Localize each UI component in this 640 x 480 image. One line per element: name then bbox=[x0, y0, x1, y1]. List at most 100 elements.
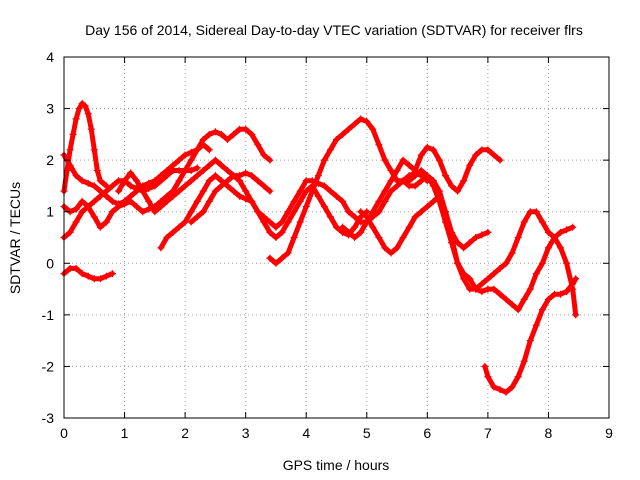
data-point bbox=[423, 172, 431, 180]
plot-frame bbox=[63, 56, 610, 419]
x-tick-label: 1 bbox=[121, 425, 129, 441]
data-point bbox=[90, 213, 98, 221]
x-tick-label: 5 bbox=[363, 425, 371, 441]
series-arc13 bbox=[481, 275, 580, 396]
data-point bbox=[490, 151, 498, 159]
data-point bbox=[145, 185, 153, 193]
data-point bbox=[345, 228, 353, 236]
data-point bbox=[472, 151, 480, 159]
data-point bbox=[211, 172, 219, 180]
data-point bbox=[357, 228, 365, 236]
data-point bbox=[381, 197, 389, 205]
data-point bbox=[544, 244, 552, 252]
data-point bbox=[121, 177, 129, 185]
data-point bbox=[108, 270, 116, 278]
data-point bbox=[199, 166, 207, 174]
data-point bbox=[484, 275, 492, 283]
data-point bbox=[181, 182, 189, 190]
data-point bbox=[405, 161, 413, 169]
data-point bbox=[66, 146, 74, 154]
data-point bbox=[572, 275, 580, 283]
data-point bbox=[339, 130, 347, 138]
data-point bbox=[417, 177, 425, 185]
data-point bbox=[266, 254, 274, 262]
x-tick-label: 2 bbox=[181, 425, 189, 441]
y-tick-label: 1 bbox=[46, 204, 54, 220]
data-point bbox=[326, 187, 334, 195]
data-point bbox=[478, 280, 486, 288]
data-point bbox=[181, 166, 189, 174]
data-point bbox=[127, 182, 135, 190]
series-layer bbox=[60, 99, 580, 396]
data-point bbox=[526, 285, 534, 293]
data-point bbox=[490, 270, 498, 278]
data-point bbox=[290, 197, 298, 205]
ticks: 0 1 2 3 4 5 6 7 8 9 -3 -2 -1 0 1 2 3 4 bbox=[42, 49, 614, 441]
series-arc12 bbox=[405, 166, 577, 314]
data-point bbox=[72, 205, 80, 213]
data-point bbox=[254, 208, 262, 216]
data-point bbox=[429, 146, 437, 154]
data-point bbox=[393, 244, 401, 252]
data-point bbox=[181, 151, 189, 159]
data-point bbox=[96, 223, 104, 231]
data-point bbox=[363, 213, 371, 221]
data-point bbox=[108, 197, 116, 205]
data-point bbox=[478, 146, 486, 154]
data-point bbox=[278, 218, 286, 226]
data-point bbox=[193, 197, 201, 205]
data-point bbox=[72, 115, 80, 123]
data-point bbox=[211, 128, 219, 136]
data-point bbox=[351, 234, 359, 241]
y-tick-label: -2 bbox=[42, 358, 55, 374]
data-point bbox=[151, 208, 159, 216]
data-point bbox=[87, 125, 95, 133]
data-point bbox=[387, 166, 395, 174]
data-point bbox=[569, 280, 577, 288]
data-point bbox=[520, 357, 528, 365]
data-point bbox=[236, 177, 244, 185]
data-point bbox=[411, 213, 419, 221]
data-point bbox=[139, 208, 147, 216]
data-point bbox=[127, 169, 135, 177]
data-point bbox=[351, 213, 359, 221]
data-point bbox=[496, 290, 504, 298]
data-point bbox=[205, 197, 213, 205]
y-tick-label: 0 bbox=[46, 255, 54, 271]
data-point bbox=[175, 223, 183, 231]
data-point bbox=[551, 290, 558, 298]
data-point bbox=[157, 244, 165, 252]
data-point bbox=[266, 218, 274, 226]
data-point bbox=[115, 187, 122, 195]
data-point bbox=[260, 213, 268, 221]
data-point bbox=[242, 169, 250, 177]
data-point bbox=[145, 197, 153, 205]
data-point bbox=[496, 264, 504, 272]
data-point bbox=[254, 177, 262, 185]
data-point bbox=[448, 239, 456, 247]
data-point bbox=[278, 228, 286, 236]
data-point bbox=[169, 192, 177, 200]
data-point bbox=[187, 156, 195, 164]
x-tick-label: 9 bbox=[605, 425, 613, 441]
data-point bbox=[339, 223, 347, 231]
data-point bbox=[538, 259, 546, 267]
data-point bbox=[230, 130, 238, 138]
x-tick-label: 7 bbox=[484, 425, 492, 441]
data-point bbox=[417, 151, 425, 159]
data-point bbox=[242, 187, 250, 195]
data-point bbox=[435, 156, 443, 164]
data-point bbox=[66, 161, 74, 169]
y-tick-label: 3 bbox=[46, 101, 54, 117]
data-point bbox=[108, 208, 116, 216]
data-point bbox=[90, 197, 98, 205]
data-point bbox=[217, 130, 225, 138]
data-point bbox=[381, 244, 389, 252]
data-point bbox=[96, 177, 104, 185]
data-point bbox=[363, 117, 371, 125]
data-point bbox=[96, 192, 104, 200]
data-point bbox=[557, 290, 565, 298]
x-tick-label: 0 bbox=[60, 425, 68, 441]
data-point bbox=[333, 136, 340, 144]
